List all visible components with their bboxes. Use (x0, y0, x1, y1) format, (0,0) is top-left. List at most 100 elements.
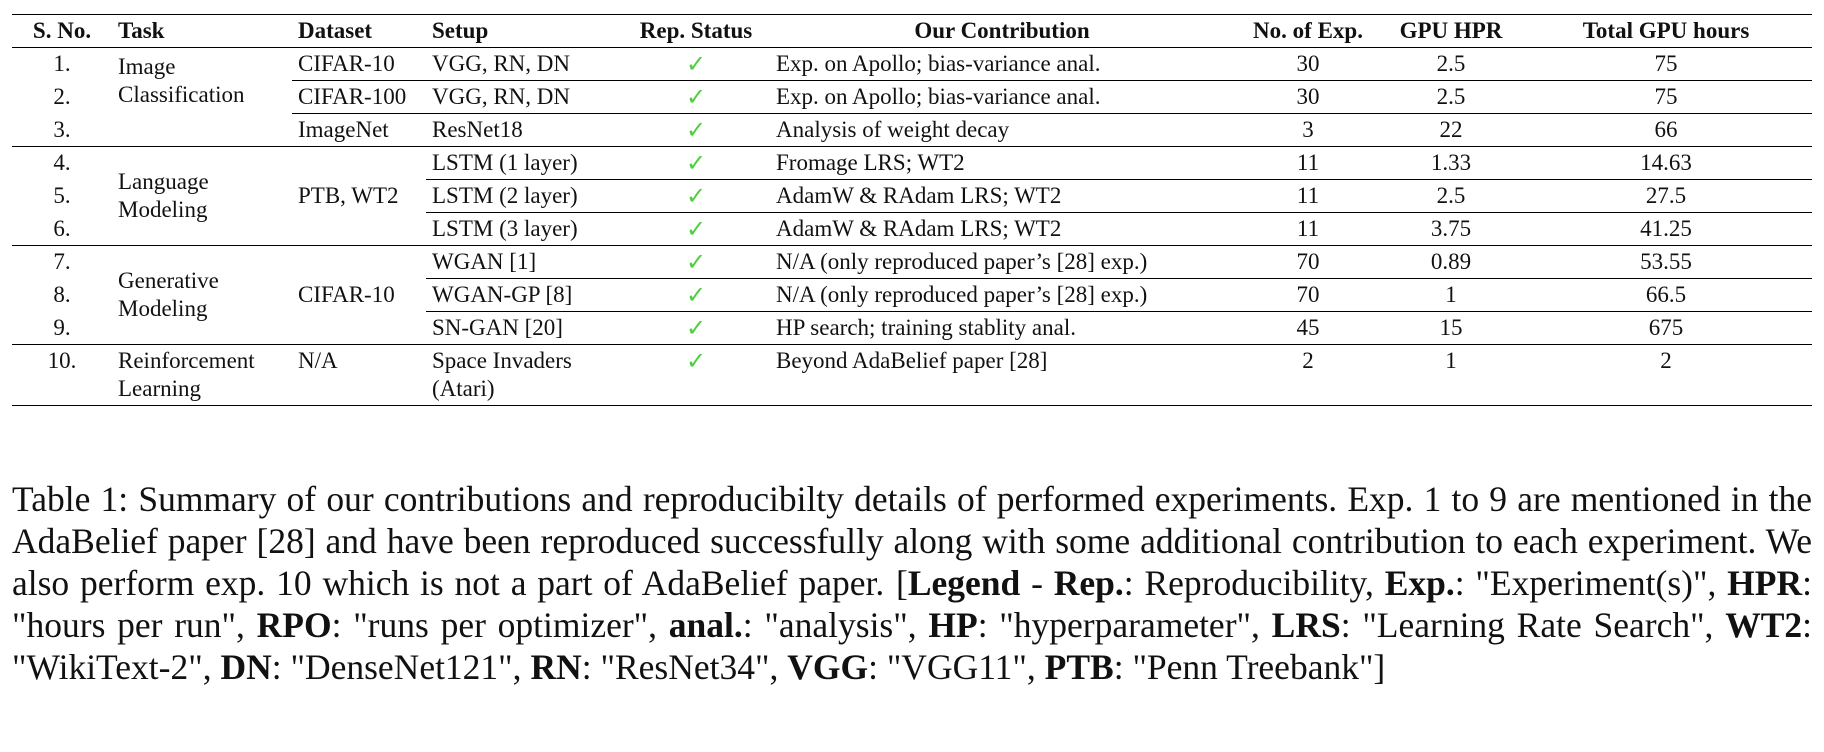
check-icon: ✓ (622, 80, 770, 114)
cell-sno: 4. (12, 146, 112, 180)
header-rep-status: Rep. Status (639, 18, 753, 43)
legend-value: : "Experiment(s)", (1454, 563, 1728, 603)
cell-contribution: Beyond AdaBelief paper [28] (770, 344, 1234, 406)
cell-sno: 7. (12, 245, 112, 279)
legend-value: : "VGG11", (868, 647, 1045, 687)
table-row: 1. Image Classification CIFAR-10 VGG, RN… (12, 48, 1812, 107)
cell-gpu-hpr: 1 (1382, 278, 1520, 312)
table-row: 5. LSTM (2 layer) ✓ AdamW & RAdam LRS; W… (12, 179, 1812, 213)
cell-num-exp: 30 (1296, 51, 1320, 76)
cell-gpu-hpr: 22 (1382, 113, 1520, 147)
cell-num-exp: 3 (1234, 113, 1382, 147)
legend-value: : "WikiText-2", (12, 605, 1812, 687)
cell-task: Reinforcement Learning (112, 344, 292, 406)
cell-contribution: Exp. on Apollo; bias-variance anal. (776, 51, 1101, 76)
cell-num-exp: 70 (1234, 278, 1382, 312)
legend-title: Legend (907, 563, 1021, 603)
cell-total-gpu-hours: 66 (1520, 113, 1812, 147)
results-table-container: S. No. Task Dataset Setup Rep. Status Ou… (12, 14, 1812, 406)
legend-key: RPO (256, 605, 332, 645)
table-header-row: S. No. Task Dataset Setup Rep. Status Ou… (12, 14, 1812, 48)
table-row: 6. LSTM (3 layer) ✓ AdamW & RAdam LRS; W… (12, 212, 1812, 246)
check-icon: ✓ (622, 278, 770, 312)
cell-total-gpu-hours: 14.63 (1520, 146, 1812, 180)
check-icon: ✓ (622, 113, 770, 147)
cell-total-gpu-hours: 75 (1520, 80, 1812, 114)
cell-num-exp: 11 (1234, 146, 1382, 180)
cell-contribution: Exp. on Apollo; bias-variance anal. (770, 80, 1234, 114)
check-icon: ✓ (622, 146, 770, 180)
cell-dataset: ImageNet (292, 113, 426, 147)
cell-dataset: CIFAR-10 (292, 245, 426, 345)
cell-dataset: N/A (292, 344, 426, 406)
legend-key: HPR (1727, 563, 1803, 603)
legend-value: : "hyperparameter", (977, 605, 1272, 645)
legend-key: LRS (1271, 605, 1341, 645)
legend-key: WT2 (1725, 605, 1803, 645)
cell-task: Image Classification (118, 53, 245, 107)
cell-setup: LSTM (2 layer) (426, 179, 622, 213)
legend-key: PTB (1044, 647, 1114, 687)
cell-sno: 1. (53, 51, 71, 76)
cell-num-exp: 30 (1234, 80, 1382, 114)
table-row: 2. CIFAR-100 VGG, RN, DN ✓ Exp. on Apoll… (12, 80, 1812, 114)
cell-total-gpu-hours: 41.25 (1520, 212, 1812, 246)
header-contribution: Our Contribution (914, 18, 1090, 43)
cell-sno: 10. (12, 344, 112, 406)
cell-setup: ResNet18 (426, 113, 622, 147)
cell-total-gpu-hours: 27.5 (1520, 179, 1812, 213)
cell-task-empty (112, 114, 292, 147)
cell-sno: 5. (53, 182, 71, 208)
check-icon: ✓ (622, 311, 770, 345)
legend-key: Rep. (1053, 563, 1124, 603)
cell-contribution: HP search; training stablity anal. (770, 311, 1234, 345)
cell-total-gpu-hours: 75 (1654, 51, 1678, 76)
cell-gpu-hpr: 0.89 (1382, 245, 1520, 279)
legend-value: : "runs per optimizer", (331, 605, 669, 645)
cell-dataset: CIFAR-100 (292, 80, 426, 114)
table-row: 9. SN-GAN [20] ✓ HP search; training sta… (12, 311, 1812, 345)
cell-task: Generative Modeling (112, 245, 292, 345)
legend-key: RN (530, 647, 582, 687)
cell-setup: LSTM (1 layer) (426, 146, 622, 180)
header-total-gpu-hours: Total GPU hours (1582, 18, 1750, 43)
table-row: 7. Generative Modeling CIFAR-10 WGAN [1]… (12, 245, 1812, 345)
cell-task: Language Modeling (112, 146, 292, 246)
cell-gpu-hpr: 15 (1382, 311, 1520, 345)
cell-gpu-hpr: 1.33 (1382, 146, 1520, 180)
cell-gpu-hpr: 2.5 (1382, 80, 1520, 114)
legend-key: HP (928, 605, 978, 645)
results-table: S. No. Task Dataset Setup Rep. Status Ou… (12, 14, 1812, 406)
header-num-exp: No. of Exp. (1253, 18, 1363, 43)
cell-setup: VGG, RN, DN (426, 80, 622, 114)
header-dataset: Dataset (298, 18, 373, 43)
caption-intro: Table 1: Summary of our contributions an… (12, 479, 1812, 603)
cell-gpu-hpr: 1 (1382, 344, 1520, 406)
cell-num-exp: 70 (1234, 245, 1382, 279)
cell-setup: WGAN [1] (426, 245, 622, 279)
cell-sno: 3. (53, 116, 71, 142)
cell-contribution: N/A (only reproduced paper’s [28] exp.) (770, 278, 1234, 312)
legend-key: anal. (668, 605, 743, 645)
cell-dataset: CIFAR-10 (298, 51, 395, 76)
header-setup: Setup (432, 18, 489, 43)
header-task: Task (118, 18, 165, 43)
legend-value: : "ResNet34", (581, 647, 788, 687)
table-caption: Table 1: Summary of our contributions an… (12, 478, 1812, 688)
cell-contribution: AdamW & RAdam LRS; WT2 (770, 212, 1234, 246)
cell-setup: Space Invaders (Atari) (426, 344, 622, 406)
check-icon: ✓ (622, 245, 770, 279)
cell-dataset: PTB, WT2 (292, 146, 426, 246)
cell-gpu-hpr: 3.75 (1382, 212, 1520, 246)
legend-value: : "analysis", (742, 605, 929, 645)
check-icon: ✓ (622, 344, 770, 406)
check-icon: ✓ (622, 179, 770, 213)
check-icon: ✓ (685, 50, 707, 78)
legend-dash: - (1020, 563, 1054, 603)
cell-total-gpu-hours: 675 (1520, 311, 1812, 345)
cell-sno: 9. (53, 314, 71, 340)
legend-key: Exp. (1384, 563, 1455, 603)
table-row: 8. WGAN-GP [8] ✓ N/A (only reproduced pa… (12, 278, 1812, 312)
cell-setup: SN-GAN [20] (426, 311, 622, 345)
header-gpu-hpr: GPU HPR (1399, 18, 1503, 43)
